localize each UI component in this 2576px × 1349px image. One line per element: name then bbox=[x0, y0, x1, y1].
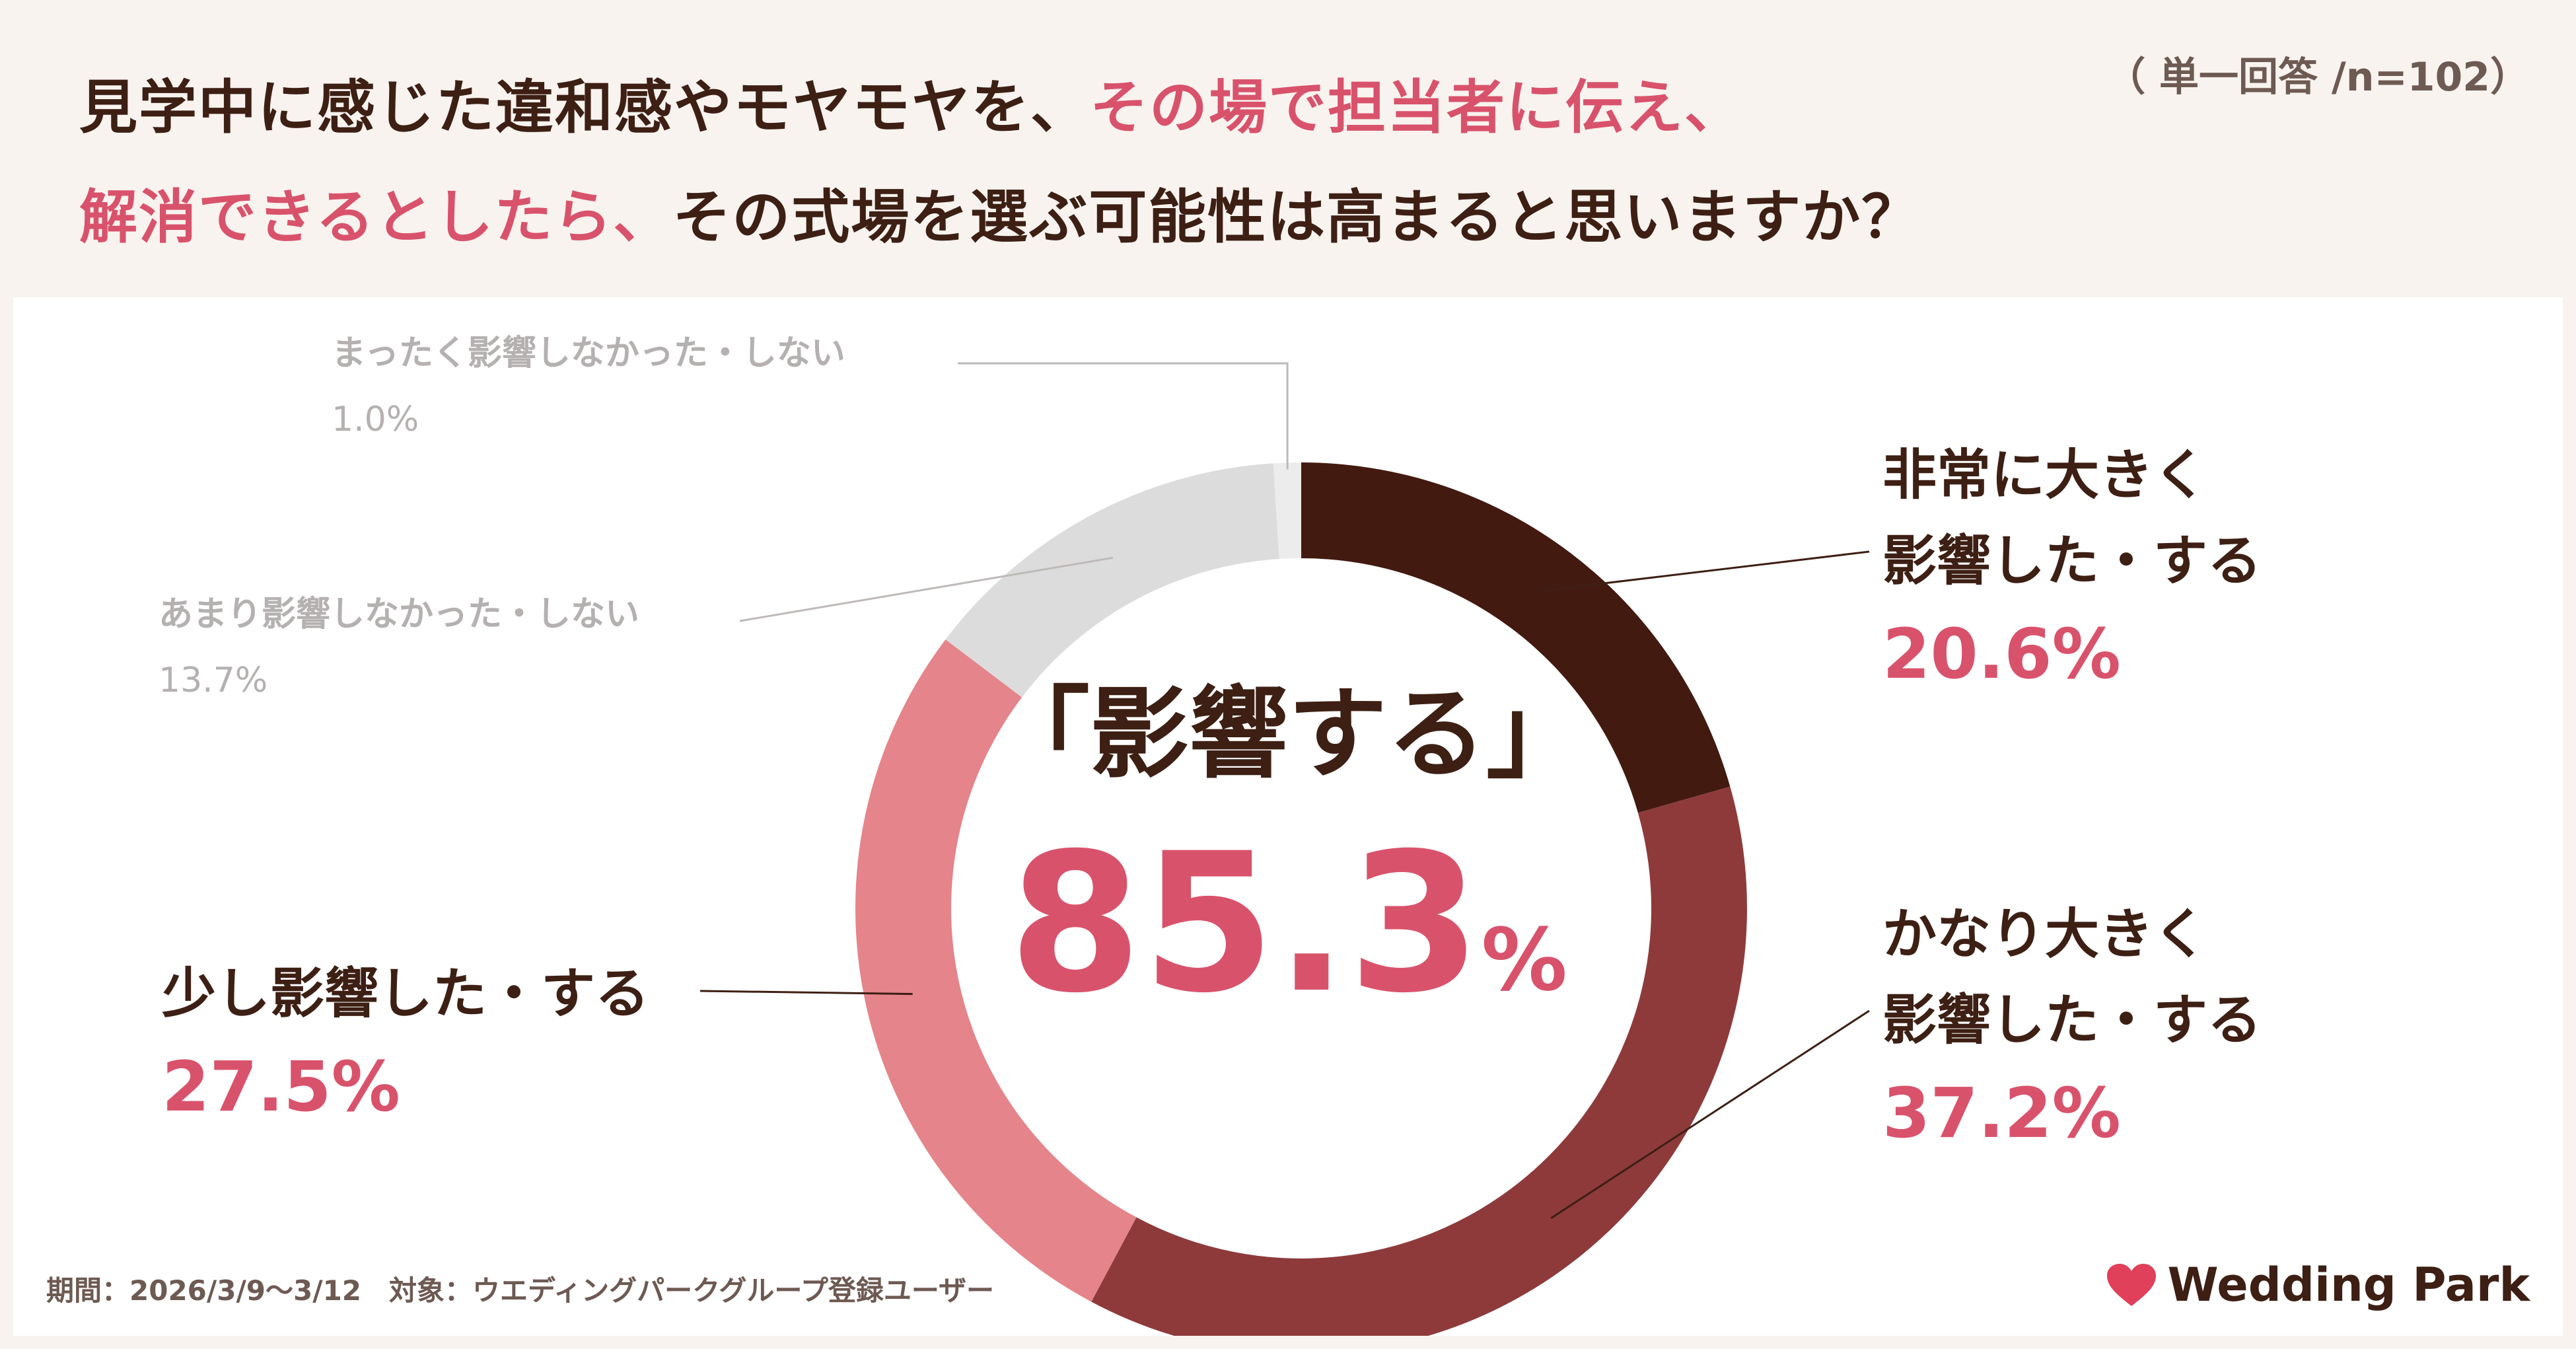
title-line2-part-b: その式場を選ぶ可能性は高まると思いますか？ bbox=[672, 183, 1921, 251]
label-not-much-pct: 13.7% bbox=[159, 661, 268, 700]
label-very-large-line2: 影響した・する bbox=[1882, 530, 2262, 593]
leader-line-very-large bbox=[1541, 550, 1870, 592]
leader-line-not-much bbox=[739, 556, 1113, 622]
donut-chart bbox=[699, 362, 1870, 1336]
title-line1-highlight: その場で担当者に伝え、 bbox=[1090, 73, 1744, 141]
leader-line-fairly-large bbox=[1550, 1009, 1870, 1220]
slice-not-much bbox=[945, 463, 1279, 698]
center-value-number: 85.3 bbox=[1009, 813, 1482, 1035]
label-not-at-all: まったく影響しなかった・しない 1.0% bbox=[332, 320, 845, 453]
label-not-at-all-line1: まったく影響しなかった・しない bbox=[332, 334, 845, 373]
leader-line-not-at-all bbox=[958, 362, 1289, 470]
label-fairly-large-line1: かなり大きく bbox=[1882, 903, 2208, 966]
label-fairly-large-pct: 37.2% bbox=[1882, 1073, 2121, 1153]
brand-logo: Wedding Park bbox=[2106, 1258, 2530, 1312]
label-very-large-pct: 20.6% bbox=[1882, 614, 2121, 694]
chart-panel: 非常に大きく 影響した・する 20.6% かなり大きく 影響した・する 37.2… bbox=[13, 297, 2563, 1336]
slice-not-at-all bbox=[1273, 462, 1301, 560]
brand-name: Wedding Park bbox=[2167, 1258, 2530, 1312]
title-line2-highlight: 解消できるとしたら、 bbox=[79, 183, 673, 251]
label-fairly-large: かなり大きく 影響した・する 37.2% bbox=[1882, 892, 2262, 1163]
center-label: 「影響する」 bbox=[991, 677, 1586, 792]
chart-title-line-2: 解消できるとしたら、その式場を選ぶ可能性は高まると思いますか？ bbox=[79, 170, 1921, 254]
slice-fairly-large bbox=[1091, 786, 1747, 1336]
label-not-much: あまり影響しなかった・しない 13.7% bbox=[159, 581, 639, 713]
label-slight-pct: 27.5% bbox=[162, 1046, 400, 1127]
label-not-at-all-pct: 1.0% bbox=[332, 400, 419, 439]
label-slight: 少し影響した・する 27.5% bbox=[162, 951, 649, 1136]
label-very-large: 非常に大きく 影響した・する 20.6% bbox=[1882, 433, 2262, 704]
slice-very-large bbox=[1301, 462, 1731, 813]
label-slight-line1: 少し影響した・する bbox=[162, 963, 650, 1025]
label-not-much-line1: あまり影響しなかった・しない bbox=[159, 595, 640, 634]
center-value-unit: % bbox=[1481, 910, 1567, 1010]
response-note: （ 単一回答 /n=102） bbox=[2106, 54, 2530, 100]
label-fairly-large-line2: 影響した・する bbox=[1882, 989, 2262, 1052]
survey-footer: 期間：2026/3/9〜3/12 対象：ウエディングパークグループ登録ユーザー bbox=[46, 1274, 995, 1307]
slice-slight bbox=[855, 639, 1137, 1302]
heart-icon bbox=[2106, 1264, 2156, 1306]
leader-line-slight bbox=[699, 990, 913, 996]
chart-title-line-1: 見学中に感じた違和感やモヤモヤを、その場で担当者に伝え、 bbox=[79, 61, 1744, 145]
label-very-large-line1: 非常に大きく bbox=[1882, 444, 2208, 507]
title-line1-part-a: 見学中に感じた違和感やモヤモヤを、 bbox=[79, 73, 1091, 141]
center-value: 85.3% bbox=[991, 813, 1585, 1035]
